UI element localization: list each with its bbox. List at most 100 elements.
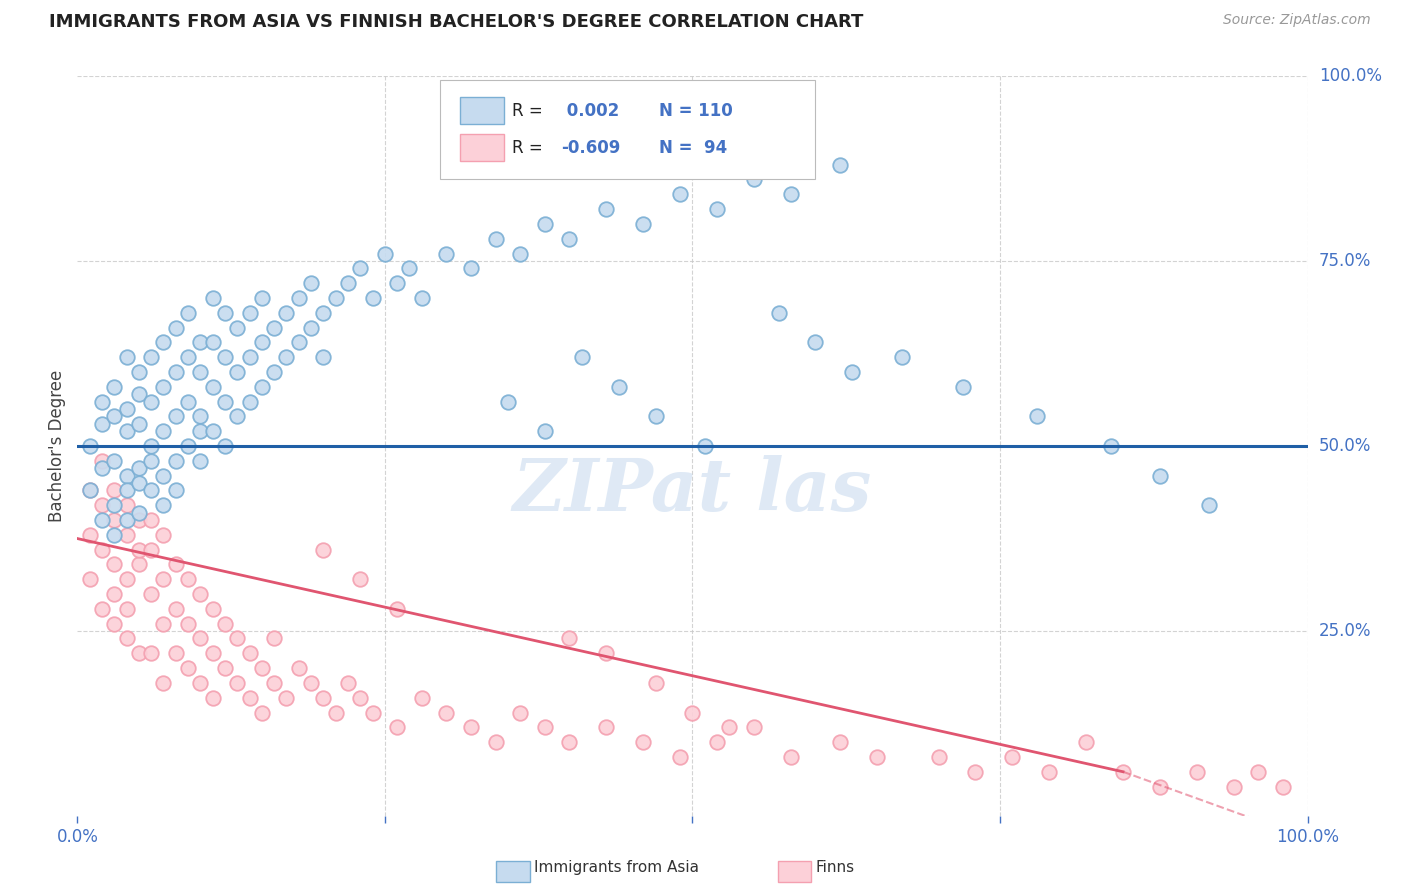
FancyBboxPatch shape <box>460 97 505 124</box>
Point <box>165 602 187 616</box>
Point <box>312 542 335 557</box>
Point <box>214 616 236 631</box>
Point <box>312 306 335 320</box>
Text: Immigrants from Asia: Immigrants from Asia <box>534 860 699 874</box>
Point <box>436 246 458 260</box>
Point <box>188 335 212 350</box>
Point <box>780 187 803 202</box>
Point <box>141 587 163 601</box>
Point <box>201 380 224 394</box>
Point <box>1076 735 1098 749</box>
Text: -0.609: -0.609 <box>561 138 620 157</box>
Point <box>214 306 236 320</box>
Point <box>276 690 298 705</box>
Point <box>141 350 163 364</box>
Text: N = 110: N = 110 <box>659 102 733 120</box>
Point <box>165 483 187 498</box>
Point <box>1185 764 1208 779</box>
Point <box>398 261 420 276</box>
Point <box>214 394 236 409</box>
Point <box>79 483 101 498</box>
Point <box>103 513 125 527</box>
Point <box>325 706 347 720</box>
Point <box>1099 439 1122 453</box>
Point <box>411 690 433 705</box>
Point <box>214 350 236 364</box>
Point <box>830 158 852 172</box>
Point <box>128 476 150 491</box>
Point <box>1149 468 1171 483</box>
Point <box>152 528 174 542</box>
Point <box>349 572 371 586</box>
Point <box>115 468 138 483</box>
Point <box>496 394 519 409</box>
Point <box>79 572 101 586</box>
Point <box>115 632 138 646</box>
Point <box>250 291 273 305</box>
Point <box>460 261 482 276</box>
Point <box>128 513 150 527</box>
Point <box>165 320 187 334</box>
Point <box>239 306 262 320</box>
Point <box>952 380 974 394</box>
Point <box>201 602 224 616</box>
Point <box>90 542 114 557</box>
Point <box>103 483 125 498</box>
Point <box>1026 409 1049 424</box>
Point <box>485 232 508 246</box>
Point <box>607 380 630 394</box>
Point <box>226 676 249 690</box>
Point <box>128 417 150 431</box>
Point <box>534 720 557 734</box>
Point <box>288 291 311 305</box>
Point <box>90 513 114 527</box>
Text: IMMIGRANTS FROM ASIA VS FINNISH BACHELOR'S DEGREE CORRELATION CHART: IMMIGRANTS FROM ASIA VS FINNISH BACHELOR… <box>49 13 863 31</box>
Point <box>1001 750 1024 764</box>
Point <box>742 720 765 734</box>
Point <box>718 720 741 734</box>
Text: Finns: Finns <box>815 860 855 874</box>
Point <box>1198 498 1220 512</box>
Point <box>841 365 863 379</box>
Point <box>276 306 298 320</box>
Point <box>644 676 666 690</box>
Point <box>141 394 163 409</box>
Text: ZIPat las: ZIPat las <box>513 455 872 526</box>
Point <box>214 439 236 453</box>
FancyBboxPatch shape <box>440 79 815 179</box>
Point <box>188 409 212 424</box>
Point <box>312 350 335 364</box>
Point <box>276 350 298 364</box>
Point <box>165 454 187 468</box>
Point <box>633 217 655 231</box>
Point <box>141 483 163 498</box>
Text: R =: R = <box>512 102 543 120</box>
Point <box>374 246 396 260</box>
Point <box>312 690 335 705</box>
Point <box>128 558 150 572</box>
Point <box>177 572 200 586</box>
Point <box>1038 764 1060 779</box>
Point <box>103 409 125 424</box>
Point <box>337 276 360 290</box>
Point <box>115 483 138 498</box>
Point <box>188 454 212 468</box>
Point <box>226 320 249 334</box>
Point <box>226 632 249 646</box>
Point <box>250 335 273 350</box>
Point <box>706 735 728 749</box>
Point <box>768 306 790 320</box>
Point <box>571 350 593 364</box>
Point <box>288 661 311 675</box>
Point <box>79 483 101 498</box>
Point <box>361 291 384 305</box>
Point <box>349 690 371 705</box>
Text: 75.0%: 75.0% <box>1319 252 1371 270</box>
Point <box>165 646 187 660</box>
Point <box>177 616 200 631</box>
Text: 0.002: 0.002 <box>561 102 619 120</box>
Point <box>128 461 150 475</box>
Point <box>115 513 138 527</box>
Point <box>485 735 508 749</box>
Point <box>669 187 692 202</box>
